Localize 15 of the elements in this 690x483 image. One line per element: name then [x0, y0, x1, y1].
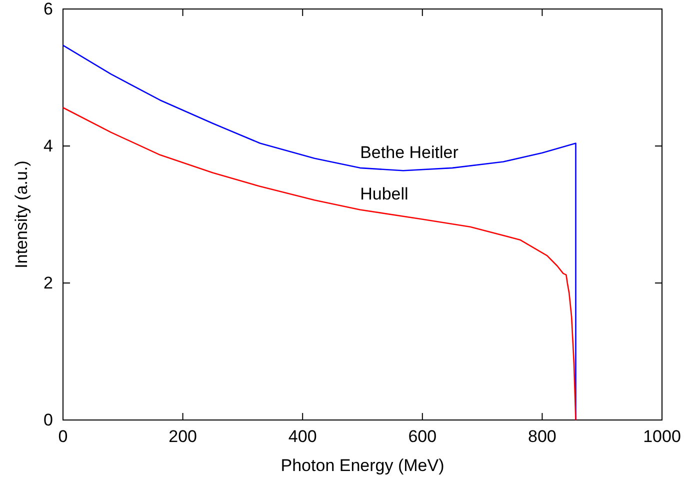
x-axis-title: Photon Energy (MeV): [280, 456, 444, 475]
y-tick-label: 4: [44, 136, 53, 156]
y-axis-title: Intensity (a.u.): [12, 160, 31, 268]
y-tick-label: 2: [44, 273, 53, 292]
line-series: [62, 106, 576, 421]
y-tick-label: 0: [44, 410, 53, 430]
series-label: Hubell: [360, 184, 408, 204]
x-tick-label: 600: [408, 427, 437, 446]
x-tick-label: 400: [288, 427, 317, 446]
x-tick-label: 800: [528, 427, 556, 446]
x-tick-label: 200: [168, 427, 197, 446]
y-tick-label: 6: [44, 0, 53, 18]
x-tick-label: 1000: [643, 427, 681, 446]
series-label: Bethe Heitler: [360, 142, 459, 162]
x-tick-label: 0: [58, 427, 68, 446]
